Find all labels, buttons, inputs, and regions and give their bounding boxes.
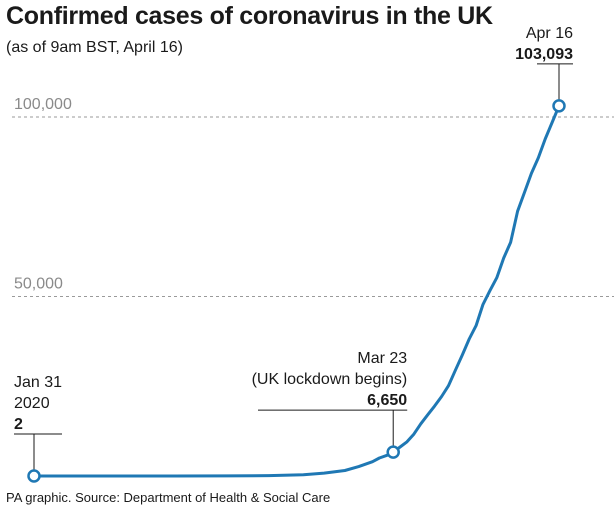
annotation-label: Jan 31	[14, 374, 62, 391]
chart-subtitle: (as of 9am BST, April 16)	[6, 39, 183, 56]
annotation-label: Apr 16	[526, 25, 573, 42]
annotation-value: 2	[14, 416, 23, 433]
source-note: PA graphic. Source: Department of Health…	[6, 490, 331, 505]
chart-title: Confirmed cases of coronavirus in the UK	[6, 2, 493, 30]
data-point-marker	[386, 445, 400, 459]
annotation-label: (UK lockdown begins)	[252, 371, 408, 388]
annotation-label: 2020	[14, 395, 50, 412]
data-point-marker	[552, 99, 566, 113]
data-point-marker	[27, 469, 41, 483]
series-line-confirmed-cases	[32, 104, 561, 478]
annotation-label: Mar 23	[357, 350, 407, 367]
y-tick-label: 100,000	[14, 96, 72, 113]
y-tick-label: 50,000	[14, 276, 63, 293]
annotation-value: 103,093	[515, 46, 573, 63]
annotation-value: 6,650	[367, 392, 407, 409]
